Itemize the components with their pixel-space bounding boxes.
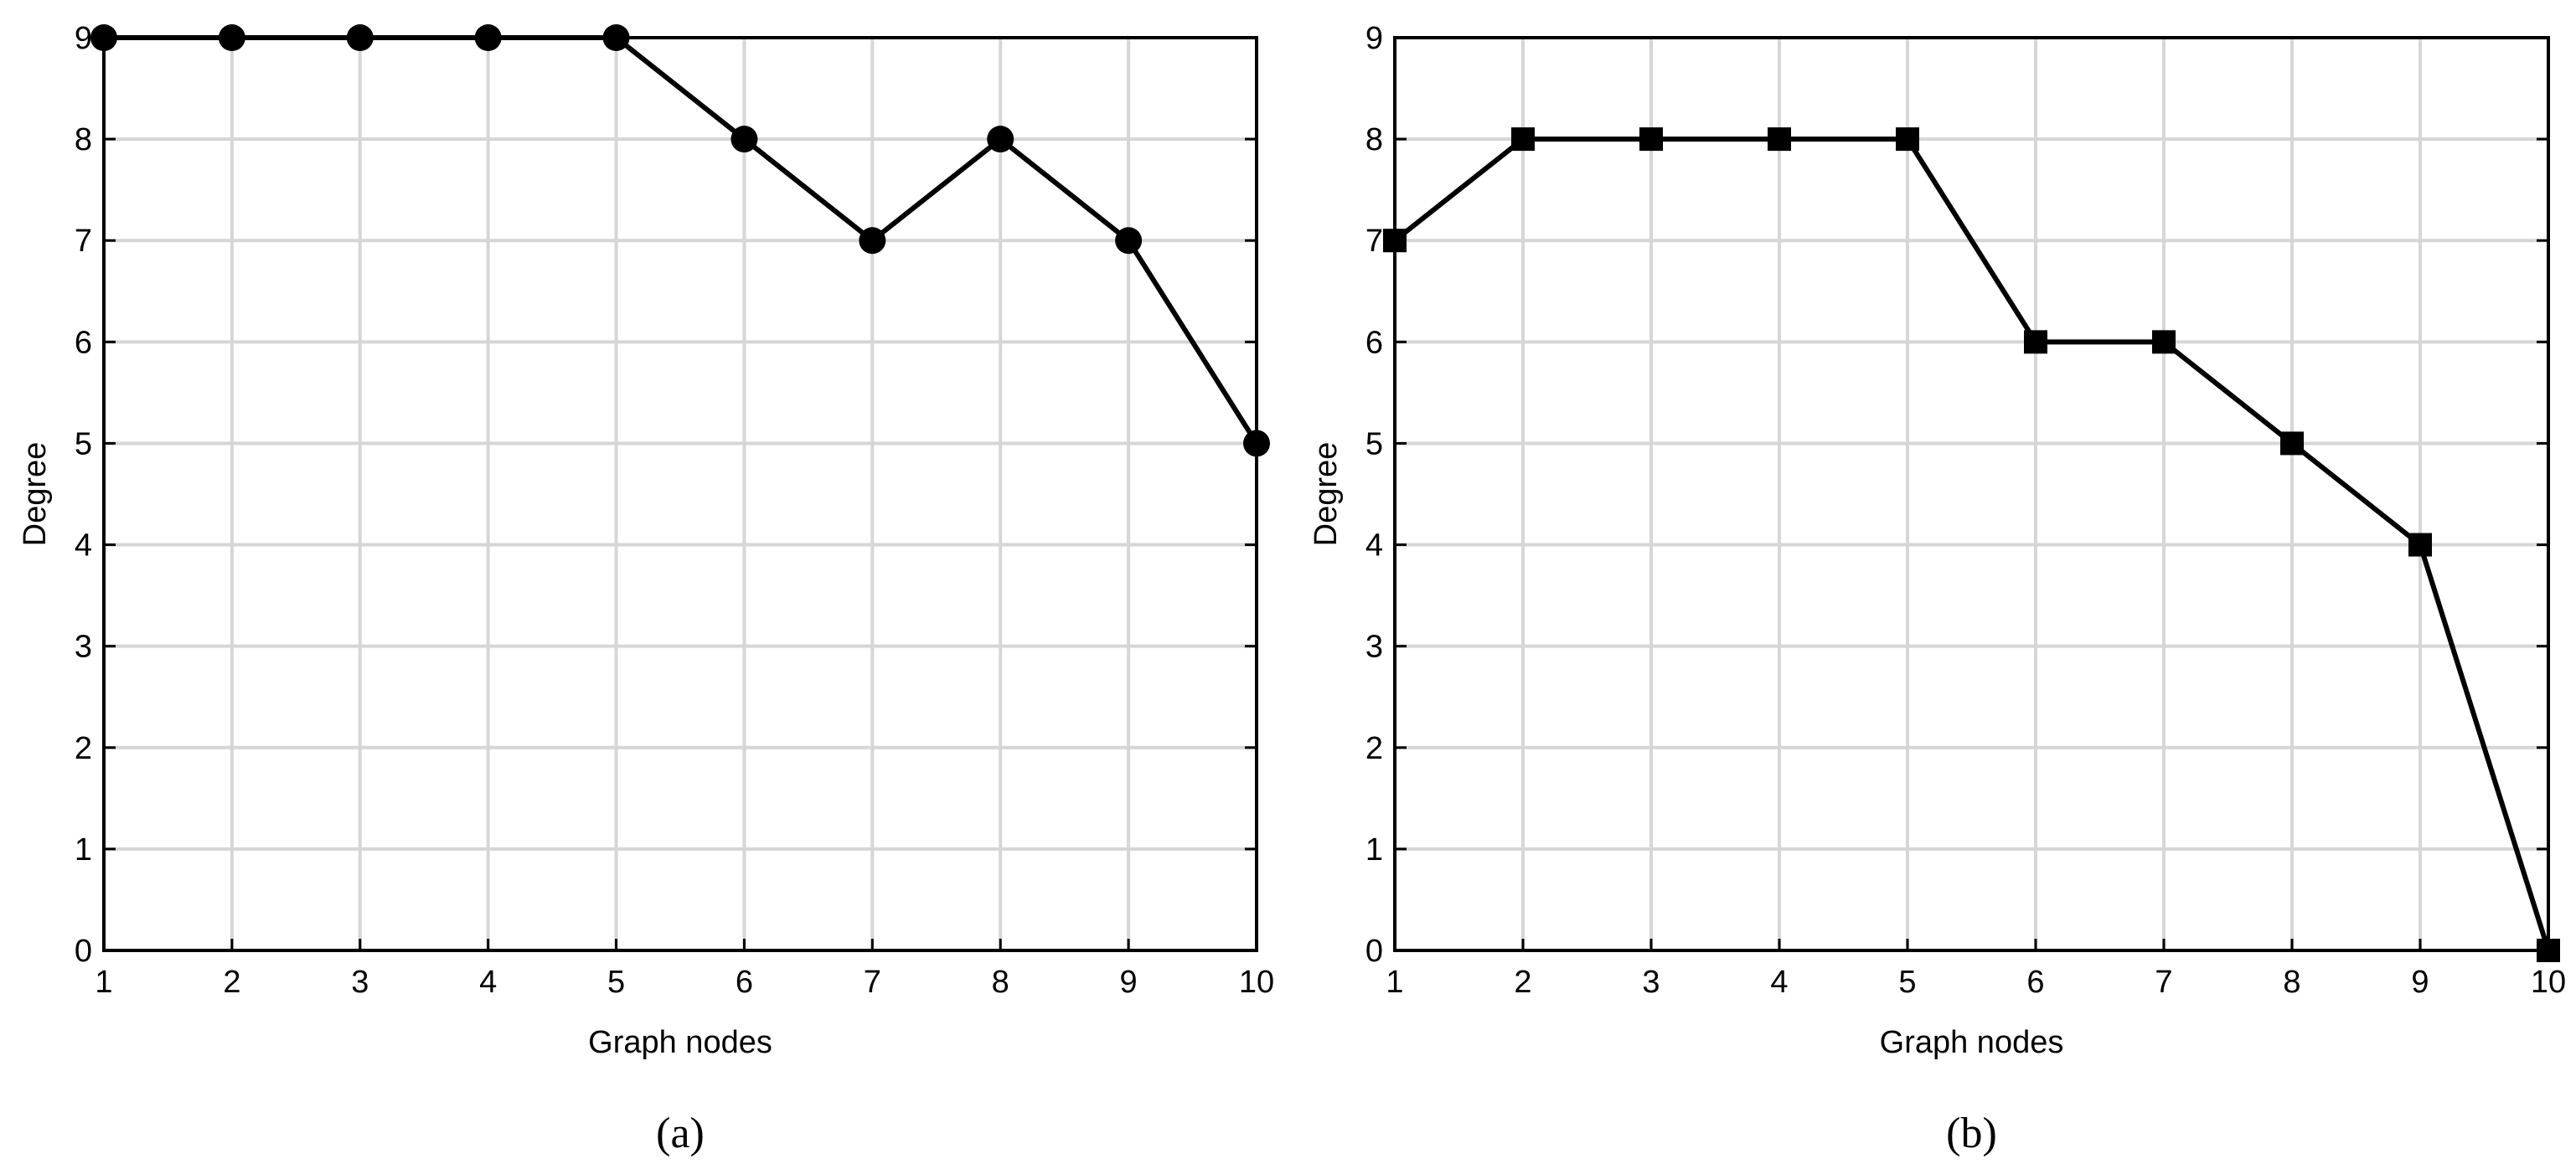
y-tick-label: 1 — [75, 832, 92, 868]
data-marker — [987, 126, 1014, 153]
x-tick-label: 8 — [2283, 965, 2300, 1000]
caption: (b) — [1946, 1110, 1997, 1157]
caption: (a) — [656, 1110, 705, 1157]
x-tick-label: 9 — [1120, 965, 1138, 1000]
x-tick-label: 5 — [1898, 965, 1916, 1000]
x-tick-label: 8 — [992, 965, 1009, 1000]
y-tick-label: 8 — [75, 122, 92, 157]
data-line — [1393, 136, 2551, 951]
data-marker — [474, 24, 502, 51]
y-tick-label: 0 — [1365, 934, 1383, 969]
x-tick-label: 7 — [864, 965, 881, 1000]
data-marker — [1896, 127, 1919, 152]
data-marker — [346, 24, 374, 51]
data-marker — [1768, 127, 1791, 152]
data-marker — [1243, 430, 1270, 457]
data-line — [104, 35, 1259, 445]
data-marker — [730, 126, 758, 153]
x-tick-label: 6 — [2026, 965, 2044, 1000]
y-tick-label: 1 — [1365, 832, 1383, 868]
data-marker — [1383, 229, 1407, 253]
y-axis-label: Degree — [1309, 442, 1344, 547]
y-tick-label: 9 — [1365, 21, 1383, 56]
plot-frame — [102, 36, 1258, 952]
x-tick-label: 10 — [2531, 965, 2566, 1000]
plot-frame — [1393, 36, 2550, 952]
data-marker — [218, 24, 245, 51]
x-tick-label: 2 — [223, 965, 240, 1000]
x-tick-label: 3 — [1642, 965, 1660, 1000]
y-tick-label: 3 — [1365, 630, 1383, 665]
x-axis-label: Graph nodes — [1880, 1025, 2064, 1060]
data-marker — [2152, 330, 2176, 354]
y-tick-label: 7 — [1365, 224, 1383, 259]
y-tick-label: 6 — [1365, 325, 1383, 360]
x-tick-label: 10 — [1239, 965, 1274, 1000]
x-tick-label: 7 — [2155, 965, 2172, 1000]
x-axis-label: Graph nodes — [588, 1025, 772, 1060]
y-tick-label: 5 — [75, 426, 92, 461]
x-tick-label: 5 — [607, 965, 625, 1000]
data-marker — [2408, 533, 2432, 557]
y-tick-label: 0 — [75, 934, 92, 969]
x-tick-label: 1 — [1386, 965, 1403, 1000]
data-marker — [2024, 330, 2047, 354]
x-tick-label: 4 — [1770, 965, 1788, 1000]
data-marker — [90, 24, 117, 51]
data-marker — [859, 227, 886, 255]
x-tick-label: 1 — [95, 965, 112, 1000]
y-tick-label: 8 — [1365, 122, 1383, 157]
data-marker — [1115, 227, 1143, 255]
y-tick-label: 2 — [75, 731, 92, 766]
x-tick-label: 9 — [2411, 965, 2429, 1000]
x-tick-label: 6 — [736, 965, 753, 1000]
y-tick-label: 2 — [1365, 731, 1383, 766]
y-tick-label: 5 — [1365, 426, 1383, 461]
data-marker — [2537, 939, 2560, 962]
y-tick-label: 9 — [75, 21, 92, 56]
data-marker — [602, 24, 630, 51]
data-marker — [2280, 431, 2304, 456]
data-marker — [1639, 127, 1663, 152]
x-tick-label: 3 — [351, 965, 369, 1000]
y-tick-label: 4 — [75, 528, 92, 564]
y-axis-label: Degree — [18, 442, 53, 547]
x-tick-label: 4 — [479, 965, 497, 1000]
y-tick-label: 7 — [75, 224, 92, 259]
y-tick-label: 6 — [75, 325, 92, 360]
data-marker — [1511, 127, 1535, 152]
y-tick-label: 3 — [75, 630, 92, 665]
y-tick-label: 4 — [1365, 528, 1383, 564]
x-tick-label: 2 — [1514, 965, 1531, 1000]
